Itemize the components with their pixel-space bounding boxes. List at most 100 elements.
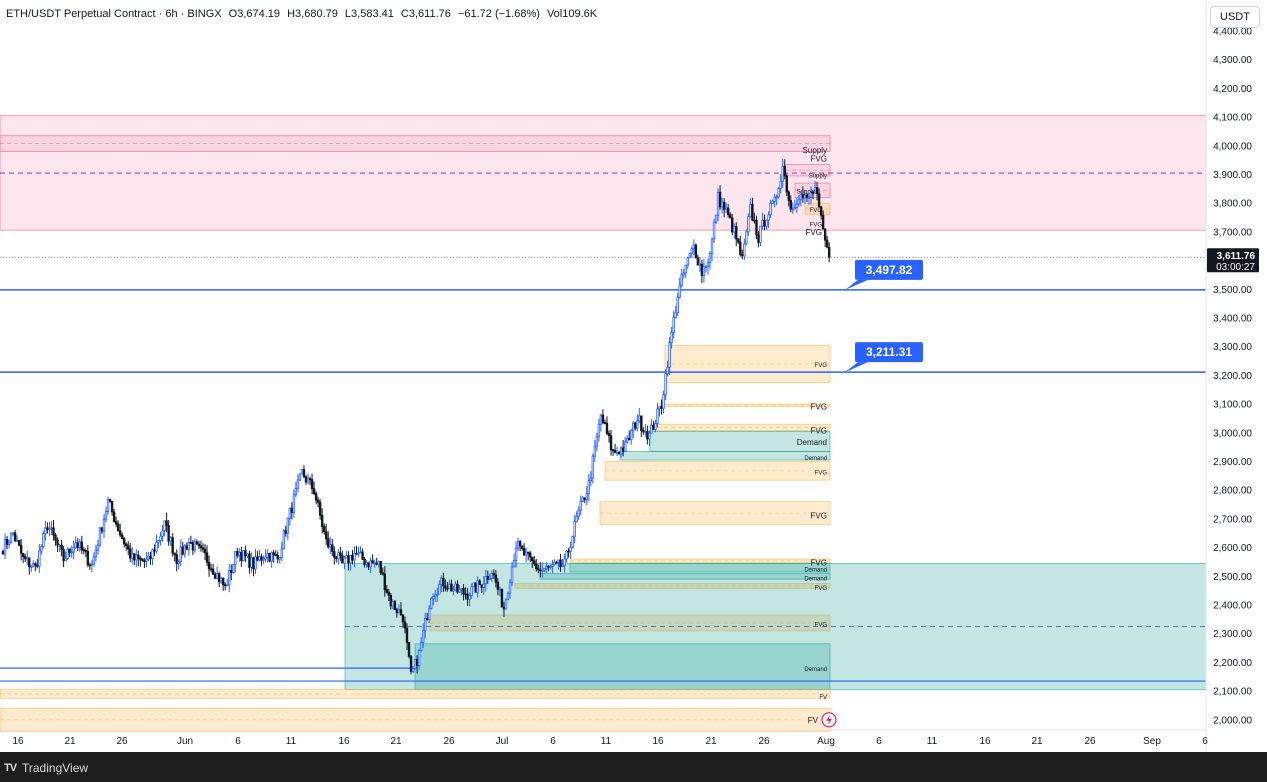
- candle[interactable]: [193, 541, 197, 551]
- candle[interactable]: [292, 494, 296, 513]
- candle[interactable]: [518, 541, 522, 547]
- candle[interactable]: [369, 560, 372, 568]
- candle[interactable]: [149, 555, 152, 560]
- candle[interactable]: [506, 592, 510, 601]
- candle[interactable]: [3, 538, 7, 555]
- candle[interactable]: [674, 312, 677, 319]
- candle[interactable]: [116, 523, 120, 532]
- candle[interactable]: [516, 541, 520, 549]
- candle[interactable]: [102, 518, 106, 532]
- candle[interactable]: [76, 542, 79, 548]
- candle[interactable]: [478, 580, 481, 586]
- candle[interactable]: [628, 437, 631, 441]
- candle[interactable]: [702, 266, 706, 277]
- candle[interactable]: [28, 557, 31, 568]
- candle[interactable]: [769, 202, 772, 216]
- candle[interactable]: [656, 408, 659, 425]
- candle[interactable]: [757, 234, 760, 243]
- candle[interactable]: [32, 563, 35, 567]
- candle[interactable]: [436, 593, 439, 596]
- candle[interactable]: [652, 424, 655, 430]
- candle[interactable]: [684, 264, 687, 274]
- candle[interactable]: [74, 542, 77, 548]
- candle[interactable]: [322, 526, 326, 533]
- candle[interactable]: [68, 548, 71, 554]
- candle[interactable]: [250, 557, 253, 568]
- candle[interactable]: [621, 447, 625, 452]
- candle[interactable]: [619, 447, 623, 455]
- candle[interactable]: [599, 414, 603, 425]
- candle[interactable]: [537, 568, 540, 571]
- candle[interactable]: [573, 521, 576, 537]
- candle[interactable]: [708, 252, 712, 264]
- candle[interactable]: [341, 555, 344, 564]
- candle[interactable]: [646, 430, 649, 440]
- candle[interactable]: [266, 553, 269, 558]
- candle[interactable]: [492, 573, 496, 576]
- candle[interactable]: [104, 511, 108, 520]
- candle[interactable]: [50, 527, 53, 530]
- candle[interactable]: [442, 577, 445, 587]
- candle[interactable]: [682, 272, 685, 276]
- candle[interactable]: [819, 206, 823, 216]
- candle[interactable]: [316, 499, 320, 503]
- candle[interactable]: [581, 497, 584, 502]
- candle[interactable]: [739, 241, 742, 255]
- candle[interactable]: [187, 542, 191, 550]
- candle[interactable]: [339, 552, 342, 556]
- level-callout-box[interactable]: [855, 259, 923, 280]
- candle[interactable]: [133, 553, 136, 561]
- candle[interactable]: [391, 601, 395, 607]
- candle[interactable]: [650, 424, 653, 434]
- candle[interactable]: [219, 577, 223, 583]
- candle[interactable]: [686, 257, 689, 266]
- candle[interactable]: [700, 263, 704, 277]
- candle[interactable]: [484, 576, 487, 585]
- candle[interactable]: [522, 548, 526, 556]
- candle[interactable]: [795, 203, 799, 208]
- candle[interactable]: [137, 554, 140, 559]
- candle[interactable]: [488, 578, 492, 580]
- candle[interactable]: [767, 214, 770, 221]
- candle[interactable]: [46, 527, 49, 530]
- candle[interactable]: [801, 193, 805, 199]
- candle[interactable]: [589, 477, 593, 482]
- candle[interactable]: [5, 538, 9, 545]
- candle[interactable]: [157, 540, 160, 543]
- candle[interactable]: [731, 217, 734, 233]
- candle[interactable]: [450, 583, 453, 592]
- candle[interactable]: [395, 609, 399, 614]
- candle[interactable]: [127, 545, 130, 550]
- candle[interactable]: [611, 449, 615, 452]
- demand-zone[interactable]: [344, 562, 1207, 691]
- candle[interactable]: [498, 588, 502, 591]
- candle[interactable]: [638, 415, 641, 422]
- candle[interactable]: [765, 219, 768, 227]
- candle[interactable]: [314, 493, 318, 501]
- candle[interactable]: [640, 415, 643, 432]
- candle[interactable]: [559, 559, 562, 567]
- candle[interactable]: [161, 530, 164, 537]
- candle[interactable]: [230, 570, 233, 573]
- candle[interactable]: [34, 563, 37, 566]
- candle[interactable]: [337, 552, 340, 560]
- candle[interactable]: [17, 539, 21, 546]
- candle[interactable]: [474, 582, 477, 593]
- candle[interactable]: [545, 565, 548, 570]
- candle[interactable]: [185, 545, 189, 550]
- candle[interactable]: [223, 584, 227, 587]
- candle[interactable]: [21, 552, 25, 558]
- candle[interactable]: [821, 214, 825, 230]
- candle[interactable]: [13, 532, 17, 542]
- candle[interactable]: [42, 533, 45, 547]
- candle[interactable]: [745, 231, 748, 245]
- candle[interactable]: [666, 366, 669, 375]
- candle[interactable]: [555, 561, 558, 564]
- candle[interactable]: [775, 196, 778, 199]
- candle[interactable]: [541, 569, 544, 572]
- candle[interactable]: [504, 599, 508, 610]
- candle[interactable]: [282, 530, 285, 550]
- candle[interactable]: [236, 551, 239, 556]
- candle[interactable]: [84, 549, 88, 552]
